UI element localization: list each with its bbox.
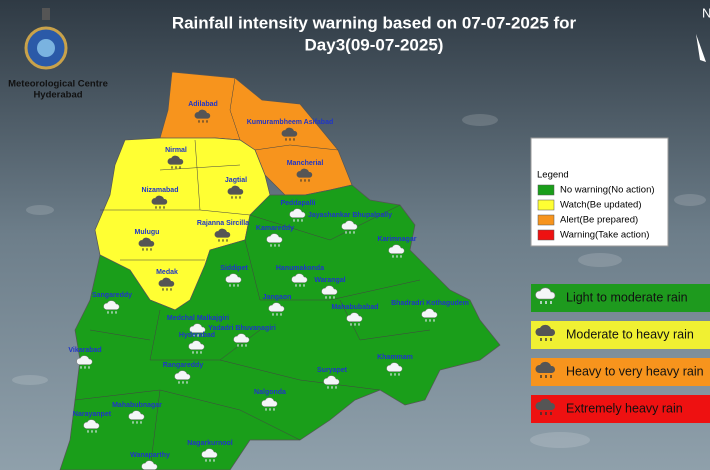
legend-title: Legend	[537, 170, 569, 181]
legend-swatch	[537, 199, 555, 211]
district-name: Jangaon	[263, 294, 292, 301]
district-name: Yadadri Bhuvanagiri	[208, 325, 276, 332]
compass: N	[702, 5, 710, 20]
district-name: Mancherial	[287, 160, 324, 167]
rain-legend-bar	[531, 321, 710, 349]
subtitle: Day3(09-07-2025)	[305, 35, 444, 54]
district-name: Narayanpet	[73, 411, 112, 418]
district-name: Jayashankar Bhupalpally	[308, 212, 392, 219]
legend-swatch	[537, 214, 555, 226]
rain-legend-label: Moderate to heavy rain	[566, 327, 694, 341]
district-name: Warangal	[314, 277, 345, 284]
org-city: Hyderabad	[33, 90, 82, 101]
district-name: Nirmal	[165, 147, 187, 154]
district-name: Adilabad	[188, 101, 218, 108]
emblem	[24, 8, 68, 70]
no-warning-region	[59, 184, 501, 470]
district-name: Wanaparthy	[130, 452, 170, 459]
district-name: Hanumakonda	[276, 265, 324, 272]
district-name: Kamareddy	[256, 225, 294, 232]
rain-drops	[12, 114, 706, 448]
district-name: Hyderabad	[179, 332, 215, 339]
district-name: Mahabubabad	[331, 304, 378, 311]
district-name: Jagtial	[225, 177, 247, 184]
district-name: Rajanna Sircilla	[197, 220, 249, 227]
rain-legend-label: Light to moderate rain	[566, 290, 688, 304]
rain-legend-label: Heavy to very heavy rain	[566, 364, 704, 378]
rain-legend-bar	[531, 358, 710, 386]
district-name: Peddapalli	[280, 200, 315, 207]
rain-legend-bar	[531, 284, 710, 312]
district-name: Rangareddy	[163, 362, 204, 369]
district-name: Vikarabad	[68, 347, 101, 354]
legend-label: No warning(No action)	[560, 185, 655, 196]
district-name: Kumurambheem Asifabad	[247, 119, 333, 126]
legend-swatch	[537, 184, 555, 196]
legend-label: Watch(Be updated)	[560, 200, 642, 211]
district-name: Nagarkurnool	[187, 440, 233, 447]
district-name: Khammam	[377, 354, 413, 361]
state-map	[59, 71, 501, 470]
district-name: Siddipet	[220, 265, 248, 272]
legend-swatch	[537, 229, 555, 241]
district-name: Nalgonda	[254, 389, 286, 396]
district-name: Suryapet	[317, 367, 348, 374]
legend-label: Warning(Take action)	[560, 230, 649, 241]
org-name: Meteorological Centre	[8, 79, 108, 90]
district-name: Sangareddy	[92, 292, 132, 299]
title: Rainfall intensity warning based on 07-0…	[172, 13, 577, 32]
district-name: Karimnagar	[378, 236, 417, 243]
compass-arrow	[696, 34, 706, 62]
district-name: Mahabubnagar	[112, 402, 162, 409]
district-name: Nizamabad	[142, 187, 179, 194]
rain-legend-label: Extremely heavy rain	[566, 401, 683, 415]
district-name: Medchal Malkajgiri	[167, 315, 229, 322]
district-borders	[74, 77, 431, 470]
district-name: Bhadradri Kothagudem	[391, 300, 469, 307]
district-name: Mulugu	[135, 229, 160, 236]
legend-label: Alert(Be prepared)	[560, 215, 638, 226]
rain-legend-bar	[531, 395, 710, 423]
district-name: Medak	[156, 269, 178, 276]
